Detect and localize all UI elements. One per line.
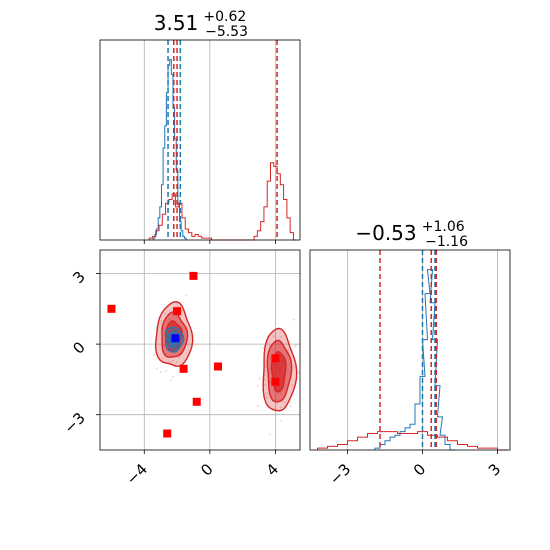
joint-sample-dot <box>272 335 275 338</box>
joint-sample-dot <box>176 361 178 364</box>
marginal-y-tick-label: 0 <box>410 460 429 479</box>
joint-sample-dot <box>256 384 259 387</box>
marginal-y-ticks: −3 0 3 <box>326 450 504 488</box>
joint-sample-dot <box>265 396 268 399</box>
joint-sample-dot <box>289 405 292 408</box>
joint-sample-dot <box>268 345 271 347</box>
joint-sample-dot <box>264 365 267 368</box>
joint-points <box>107 271 280 438</box>
joint-sample-dot <box>161 357 164 360</box>
joint-sample-dot <box>264 369 267 372</box>
marginal-x-title-value: 3.51 <box>154 11 199 35</box>
joint-sample-dot <box>193 327 196 330</box>
joint-sample-dot <box>280 336 283 338</box>
joint-sample-dot <box>257 405 259 407</box>
marginal-x-histogram-blue <box>152 59 188 241</box>
marginal-y-background <box>310 250 510 450</box>
marginal-y-quantile-lines <box>379 250 437 450</box>
joint-point-red <box>173 307 182 316</box>
marginal-y-frame <box>309 249 511 451</box>
joint-y-tick-label: 0 <box>69 338 88 357</box>
marginal-y-histogram-red <box>317 431 508 451</box>
joint-sample-dot <box>170 379 173 382</box>
joint-sample-dot <box>181 309 183 312</box>
joint-sample-dot <box>262 347 265 349</box>
marginal-x-frame <box>99 39 301 241</box>
joint-point-blue <box>171 334 180 343</box>
joint-sample-dot <box>159 370 162 373</box>
joint-sample-dot <box>266 392 268 395</box>
marginal-x-background <box>100 40 300 240</box>
marginal-x-grid <box>143 40 276 240</box>
joint-sample-dot <box>178 356 181 359</box>
marginal-x-ticks <box>143 240 276 244</box>
marginal-y-tick-label: 3 <box>485 460 504 479</box>
joint-sample-dot <box>195 343 197 346</box>
joint-sample-dot <box>287 349 290 352</box>
joint-y-tick-label: 3 <box>69 268 88 287</box>
joint-y-tick-label: −3 <box>60 409 88 437</box>
marginal-x-title: 3.51 +0.62 <box>154 9 247 35</box>
marginal-x-panel: 3.51 +0.62 −5.53 <box>99 9 301 244</box>
joint-sample-dot <box>295 344 297 346</box>
joint-frame <box>99 249 301 451</box>
joint-point-red <box>189 271 198 280</box>
joint-point-red <box>214 362 223 371</box>
marginal-x-title-minus: −5.53 <box>205 24 248 40</box>
joint-sample-dot <box>155 367 158 370</box>
joint-point-red <box>179 364 188 373</box>
joint-sample-dot <box>168 360 171 363</box>
joint-sample-dot <box>154 327 157 329</box>
joint-background <box>100 250 300 450</box>
joint-sample-dot <box>185 294 188 297</box>
marginal-y-title-value: −0.53 <box>355 221 416 245</box>
marginal-y-series <box>317 269 508 451</box>
joint-sample-dot <box>297 372 300 374</box>
joint-sample-dot <box>258 377 261 380</box>
marginal-x-histogram-red <box>148 162 297 241</box>
marginal-x-title-plus: +0.62 <box>203 9 246 25</box>
joint-sample-dot <box>172 376 174 378</box>
joint-sample-dot <box>291 384 294 387</box>
joint-sample-dot <box>164 312 167 315</box>
marginal-y-histogram-blue <box>374 269 455 451</box>
joint-sample-dot <box>264 383 267 386</box>
joint-sample-dot <box>294 345 297 348</box>
joint-sample-dot <box>269 433 271 436</box>
joint-panel: −4 0 4 −3 0 3 <box>60 249 301 488</box>
marginal-y-title: −0.53 +1.06 <box>355 219 464 245</box>
joint-sample-dot <box>280 419 282 422</box>
joint-x-tick-label: 0 <box>197 460 216 479</box>
joint-sample-dot <box>165 369 167 372</box>
joint-x-tick-label: 4 <box>263 460 282 479</box>
joint-sample-dot <box>283 401 286 404</box>
joint-sample-dot <box>153 353 155 356</box>
marginal-x-quantile-lines <box>167 40 278 240</box>
marginal-y-title-plus: +1.06 <box>422 219 465 235</box>
joint-point-red <box>107 304 116 313</box>
joint-point-red <box>271 354 280 363</box>
joint-point-red <box>271 377 280 386</box>
marginal-y-title-minus: −1.16 <box>425 234 468 250</box>
marginal-y-panel: −3 0 3 −0.53 +1.06 −1.16 <box>309 219 511 488</box>
marginal-x-series <box>148 59 297 241</box>
joint-sample-dot <box>172 359 175 362</box>
joint-sample-dot <box>279 406 282 409</box>
joint-point-red <box>192 397 201 406</box>
joint-sample-dot <box>160 319 163 322</box>
joint-point-red <box>163 429 172 438</box>
joint-x-tick-label: −4 <box>123 460 151 488</box>
marginal-y-tick-label: −3 <box>326 460 354 488</box>
joint-sample-dot <box>292 318 295 321</box>
